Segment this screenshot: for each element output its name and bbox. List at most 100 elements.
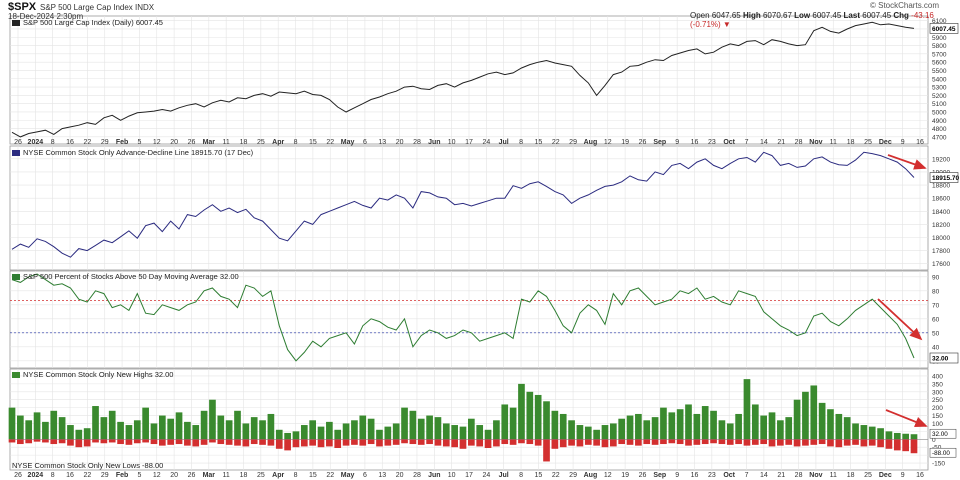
x-tick-label-bottom: Feb	[116, 472, 128, 479]
new-lows-bar	[17, 439, 24, 445]
x-tick-label-bottom: 6	[363, 472, 367, 479]
x-tick-label: 21	[777, 139, 785, 146]
new-lows-bar	[326, 439, 333, 447]
x-tick-label: 17	[465, 139, 473, 146]
y-tick-label: 400	[932, 373, 943, 380]
new-highs-bar	[284, 432, 291, 440]
y-tick-label: 5700	[932, 51, 947, 58]
high-label: High	[742, 11, 761, 20]
new-lows-bar	[526, 439, 534, 445]
panel1-title: S&P 500 Large Cap Index (Daily) 6007.45	[12, 18, 163, 27]
x-tick-label: 24	[482, 139, 490, 146]
new-lows-bar	[259, 439, 266, 445]
x-tick-label-bottom: 28	[795, 472, 803, 479]
new-lows-bar	[568, 439, 575, 446]
new-lows-bar	[651, 439, 659, 445]
new-lows-bar	[167, 439, 175, 445]
x-tick-label-bottom: 8	[519, 472, 523, 479]
x-tick-label-bottom: 9	[901, 472, 905, 479]
x-tick-label: 22	[83, 139, 91, 146]
chg-label: Chg	[893, 11, 909, 20]
new-lows-bar	[852, 439, 859, 445]
new-highs-bar	[743, 379, 751, 440]
new-highs-bar	[685, 404, 692, 440]
new-lows-bar	[292, 439, 300, 448]
y-tick-label: 17600	[932, 261, 950, 268]
new-lows-bar	[484, 439, 492, 448]
chg-down-icon: ▼	[722, 20, 731, 29]
x-tick-label: 15	[309, 139, 317, 146]
x-tick-label-bottom: 29	[101, 472, 109, 479]
new-lows-bar	[409, 439, 417, 445]
x-tick-label: 28	[795, 139, 803, 146]
pct-swatch-icon	[12, 274, 20, 281]
x-tick-label: 9	[901, 139, 905, 146]
x-tick-label: 19	[621, 139, 629, 146]
new-lows-bar	[802, 439, 809, 446]
new-highs-bar	[459, 426, 467, 440]
last-label: Last	[843, 11, 860, 20]
x-tick-label: Jul	[499, 139, 509, 146]
highs-swatch-icon	[12, 372, 20, 379]
new-lows-bar	[501, 439, 509, 445]
x-tick-label: 29	[569, 139, 577, 146]
y-tick-label: 19200	[932, 156, 950, 163]
new-highs-bar	[860, 425, 868, 440]
new-highs-bar	[852, 423, 859, 440]
new-lows-bar	[593, 439, 600, 446]
x-tick-label: Dec	[879, 139, 892, 146]
x-tick-label-bottom: 5	[137, 472, 141, 479]
x-tick-label: 5	[137, 139, 141, 146]
last-value-label: 6007.45	[932, 26, 956, 33]
new-lows-bar	[434, 439, 442, 446]
y-tick-label: 90	[932, 274, 940, 281]
last-value-tag	[929, 352, 959, 364]
y-tick-label: 70	[932, 302, 940, 309]
new-highs-bar	[885, 431, 893, 440]
new-highs-bar	[100, 417, 108, 440]
new-lows-bar	[417, 439, 425, 445]
new-lows-bar	[83, 439, 91, 447]
new-highs-bar	[568, 420, 575, 440]
ticker-symbol: $SPX	[8, 1, 37, 13]
new-highs-bar	[117, 421, 124, 440]
new-highs-bar	[601, 425, 609, 440]
x-tick-label-bottom: Jun	[428, 472, 440, 479]
new-lows-bar	[543, 439, 550, 462]
new-highs-bar	[468, 418, 475, 440]
new-lows-bar	[818, 439, 826, 445]
x-tick-label-bottom: 26	[188, 472, 196, 479]
new-lows-bar	[576, 439, 584, 447]
new-lows-bar	[175, 439, 183, 445]
new-highs-bar	[559, 413, 567, 440]
chg-value: -43.16 (-0.71%)	[690, 11, 934, 29]
x-tick-label: 26	[14, 139, 22, 146]
new-highs-bar	[576, 425, 584, 440]
x-tick-label: 16	[916, 139, 924, 146]
x-tick-label-bottom: 7	[745, 472, 749, 479]
x-tick-label: Apr	[272, 139, 284, 146]
new-highs-bar	[83, 428, 91, 440]
y-tick-label: 5100	[932, 101, 947, 108]
x-tick-label-bottom: 15	[534, 472, 542, 479]
new-highs-bar	[234, 410, 241, 440]
y-tick-label: 18200	[932, 222, 950, 229]
lows-value-label: -88.00	[932, 450, 950, 457]
y-tick-label: 60	[932, 316, 940, 323]
new-highs-bar	[793, 399, 801, 440]
new-highs-bar	[376, 429, 383, 440]
y-tick-label: 5600	[932, 60, 947, 67]
x-tick-label-bottom: 16	[66, 472, 74, 479]
last-value: 6007.45	[862, 11, 892, 20]
new-highs-bar	[877, 428, 884, 440]
x-tick-label: 22	[326, 139, 334, 146]
x-tick-label: Feb	[116, 139, 128, 146]
x-tick-label: 8	[51, 139, 55, 146]
new-lows-bar	[142, 439, 149, 443]
x-tick-label: 7	[745, 139, 749, 146]
x-tick-label: 26	[639, 139, 647, 146]
new-highs-bar	[593, 429, 600, 440]
new-lows-bar	[793, 439, 801, 447]
x-tick-label: Jun	[428, 139, 440, 146]
new-lows-bar	[158, 439, 166, 446]
